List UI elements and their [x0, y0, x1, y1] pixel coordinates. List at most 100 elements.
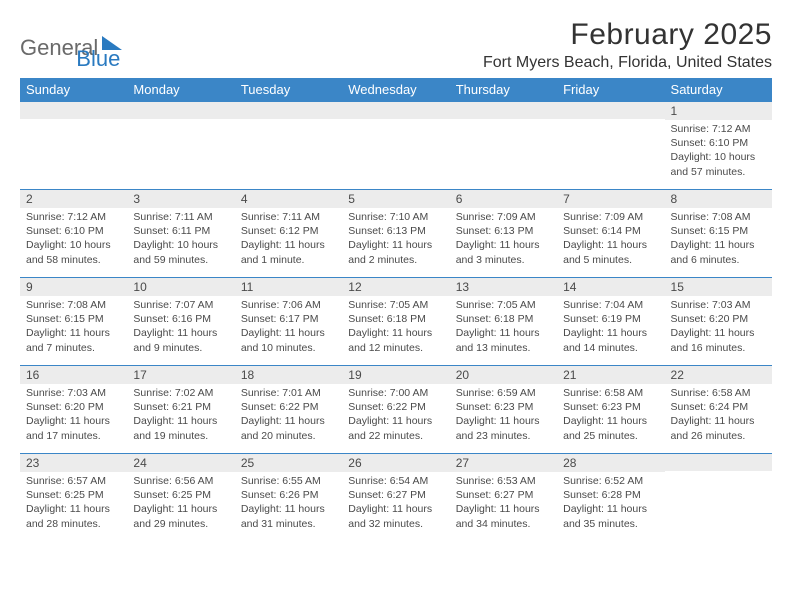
day-details: Sunrise: 7:08 AMSunset: 6:15 PMDaylight:…	[665, 208, 772, 271]
daylight-text: Daylight: 11 hours and 9 minutes.	[133, 326, 228, 354]
day-details: Sunrise: 6:59 AMSunset: 6:23 PMDaylight:…	[450, 384, 557, 447]
sunset-text: Sunset: 6:25 PM	[133, 488, 228, 502]
daylight-text: Daylight: 11 hours and 17 minutes.	[26, 414, 121, 442]
logo-triangle-icon	[102, 36, 122, 50]
sunset-text: Sunset: 6:23 PM	[563, 400, 658, 414]
daylight-text: Daylight: 11 hours and 29 minutes.	[133, 502, 228, 530]
sunrise-text: Sunrise: 7:01 AM	[241, 386, 336, 400]
sunrise-text: Sunrise: 6:58 AM	[563, 386, 658, 400]
day-number	[557, 102, 664, 119]
daylight-text: Daylight: 11 hours and 19 minutes.	[133, 414, 228, 442]
calendar-page: General Blue February 2025 Fort Myers Be…	[0, 0, 792, 552]
day-number: 20	[450, 366, 557, 384]
calendar-week-row: 23Sunrise: 6:57 AMSunset: 6:25 PMDayligh…	[20, 454, 772, 542]
daylight-text: Daylight: 11 hours and 22 minutes.	[348, 414, 443, 442]
day-number: 19	[342, 366, 449, 384]
weekday-header: Sunday	[20, 78, 127, 102]
day-details: Sunrise: 6:52 AMSunset: 6:28 PMDaylight:…	[557, 472, 664, 535]
sunrise-text: Sunrise: 7:00 AM	[348, 386, 443, 400]
sunrise-text: Sunrise: 7:03 AM	[671, 298, 766, 312]
day-number: 7	[557, 190, 664, 208]
daylight-text: Daylight: 11 hours and 16 minutes.	[671, 326, 766, 354]
calendar-day-cell: 23Sunrise: 6:57 AMSunset: 6:25 PMDayligh…	[20, 454, 127, 542]
day-number: 23	[20, 454, 127, 472]
day-number: 5	[342, 190, 449, 208]
day-number: 10	[127, 278, 234, 296]
calendar-header-row: Sunday Monday Tuesday Wednesday Thursday…	[20, 78, 772, 102]
day-number: 12	[342, 278, 449, 296]
calendar-week-row: 1Sunrise: 7:12 AMSunset: 6:10 PMDaylight…	[20, 102, 772, 190]
day-details: Sunrise: 6:54 AMSunset: 6:27 PMDaylight:…	[342, 472, 449, 535]
sunrise-text: Sunrise: 7:03 AM	[26, 386, 121, 400]
calendar-day-cell	[20, 102, 127, 190]
daylight-text: Daylight: 10 hours and 58 minutes.	[26, 238, 121, 266]
daylight-text: Daylight: 11 hours and 26 minutes.	[671, 414, 766, 442]
daylight-text: Daylight: 11 hours and 6 minutes.	[671, 238, 766, 266]
day-number	[20, 102, 127, 119]
sunrise-text: Sunrise: 7:08 AM	[671, 210, 766, 224]
sunrise-text: Sunrise: 7:04 AM	[563, 298, 658, 312]
day-number: 17	[127, 366, 234, 384]
sunrise-text: Sunrise: 7:11 AM	[241, 210, 336, 224]
sunset-text: Sunset: 6:11 PM	[133, 224, 228, 238]
sunset-text: Sunset: 6:12 PM	[241, 224, 336, 238]
day-number: 21	[557, 366, 664, 384]
day-details: Sunrise: 7:08 AMSunset: 6:15 PMDaylight:…	[20, 296, 127, 359]
day-details: Sunrise: 7:04 AMSunset: 6:19 PMDaylight:…	[557, 296, 664, 359]
day-details: Sunrise: 7:09 AMSunset: 6:14 PMDaylight:…	[557, 208, 664, 271]
day-details: Sunrise: 7:05 AMSunset: 6:18 PMDaylight:…	[342, 296, 449, 359]
calendar-day-cell: 24Sunrise: 6:56 AMSunset: 6:25 PMDayligh…	[127, 454, 234, 542]
calendar-day-cell: 13Sunrise: 7:05 AMSunset: 6:18 PMDayligh…	[450, 278, 557, 366]
sunset-text: Sunset: 6:21 PM	[133, 400, 228, 414]
day-number: 1	[665, 102, 772, 120]
day-number: 28	[557, 454, 664, 472]
day-number: 3	[127, 190, 234, 208]
weekday-header: Wednesday	[342, 78, 449, 102]
sunrise-text: Sunrise: 7:06 AM	[241, 298, 336, 312]
calendar-day-cell: 16Sunrise: 7:03 AMSunset: 6:20 PMDayligh…	[20, 366, 127, 454]
title-block: February 2025 Fort Myers Beach, Florida,…	[483, 18, 772, 72]
calendar-day-cell	[557, 102, 664, 190]
calendar-day-cell: 10Sunrise: 7:07 AMSunset: 6:16 PMDayligh…	[127, 278, 234, 366]
daylight-text: Daylight: 10 hours and 59 minutes.	[133, 238, 228, 266]
sunrise-text: Sunrise: 7:12 AM	[26, 210, 121, 224]
calendar-day-cell: 7Sunrise: 7:09 AMSunset: 6:14 PMDaylight…	[557, 190, 664, 278]
calendar-day-cell: 3Sunrise: 7:11 AMSunset: 6:11 PMDaylight…	[127, 190, 234, 278]
sunset-text: Sunset: 6:28 PM	[563, 488, 658, 502]
calendar-week-row: 2Sunrise: 7:12 AMSunset: 6:10 PMDaylight…	[20, 190, 772, 278]
day-details: Sunrise: 7:03 AMSunset: 6:20 PMDaylight:…	[665, 296, 772, 359]
day-number: 4	[235, 190, 342, 208]
daylight-text: Daylight: 11 hours and 12 minutes.	[348, 326, 443, 354]
daylight-text: Daylight: 11 hours and 10 minutes.	[241, 326, 336, 354]
calendar-day-cell: 4Sunrise: 7:11 AMSunset: 6:12 PMDaylight…	[235, 190, 342, 278]
weekday-header: Saturday	[665, 78, 772, 102]
sunset-text: Sunset: 6:26 PM	[241, 488, 336, 502]
calendar-day-cell: 19Sunrise: 7:00 AMSunset: 6:22 PMDayligh…	[342, 366, 449, 454]
calendar-week-row: 16Sunrise: 7:03 AMSunset: 6:20 PMDayligh…	[20, 366, 772, 454]
sunrise-text: Sunrise: 6:58 AM	[671, 386, 766, 400]
day-details: Sunrise: 7:00 AMSunset: 6:22 PMDaylight:…	[342, 384, 449, 447]
calendar-day-cell: 28Sunrise: 6:52 AMSunset: 6:28 PMDayligh…	[557, 454, 664, 542]
day-details: Sunrise: 7:11 AMSunset: 6:12 PMDaylight:…	[235, 208, 342, 271]
calendar-day-cell: 8Sunrise: 7:08 AMSunset: 6:15 PMDaylight…	[665, 190, 772, 278]
day-number: 24	[127, 454, 234, 472]
day-details: Sunrise: 6:55 AMSunset: 6:26 PMDaylight:…	[235, 472, 342, 535]
sunset-text: Sunset: 6:22 PM	[241, 400, 336, 414]
daylight-text: Daylight: 11 hours and 1 minute.	[241, 238, 336, 266]
day-details: Sunrise: 7:12 AMSunset: 6:10 PMDaylight:…	[665, 120, 772, 183]
sunset-text: Sunset: 6:25 PM	[26, 488, 121, 502]
sunrise-text: Sunrise: 6:55 AM	[241, 474, 336, 488]
calendar-day-cell: 25Sunrise: 6:55 AMSunset: 6:26 PMDayligh…	[235, 454, 342, 542]
day-number: 9	[20, 278, 127, 296]
day-details: Sunrise: 7:06 AMSunset: 6:17 PMDaylight:…	[235, 296, 342, 359]
calendar-table: Sunday Monday Tuesday Wednesday Thursday…	[20, 78, 772, 542]
calendar-day-cell: 12Sunrise: 7:05 AMSunset: 6:18 PMDayligh…	[342, 278, 449, 366]
calendar-day-cell: 5Sunrise: 7:10 AMSunset: 6:13 PMDaylight…	[342, 190, 449, 278]
calendar-day-cell: 17Sunrise: 7:02 AMSunset: 6:21 PMDayligh…	[127, 366, 234, 454]
day-number: 15	[665, 278, 772, 296]
daylight-text: Daylight: 11 hours and 35 minutes.	[563, 502, 658, 530]
calendar-body: 1Sunrise: 7:12 AMSunset: 6:10 PMDaylight…	[20, 102, 772, 542]
weekday-header: Tuesday	[235, 78, 342, 102]
day-details: Sunrise: 6:53 AMSunset: 6:27 PMDaylight:…	[450, 472, 557, 535]
daylight-text: Daylight: 11 hours and 32 minutes.	[348, 502, 443, 530]
